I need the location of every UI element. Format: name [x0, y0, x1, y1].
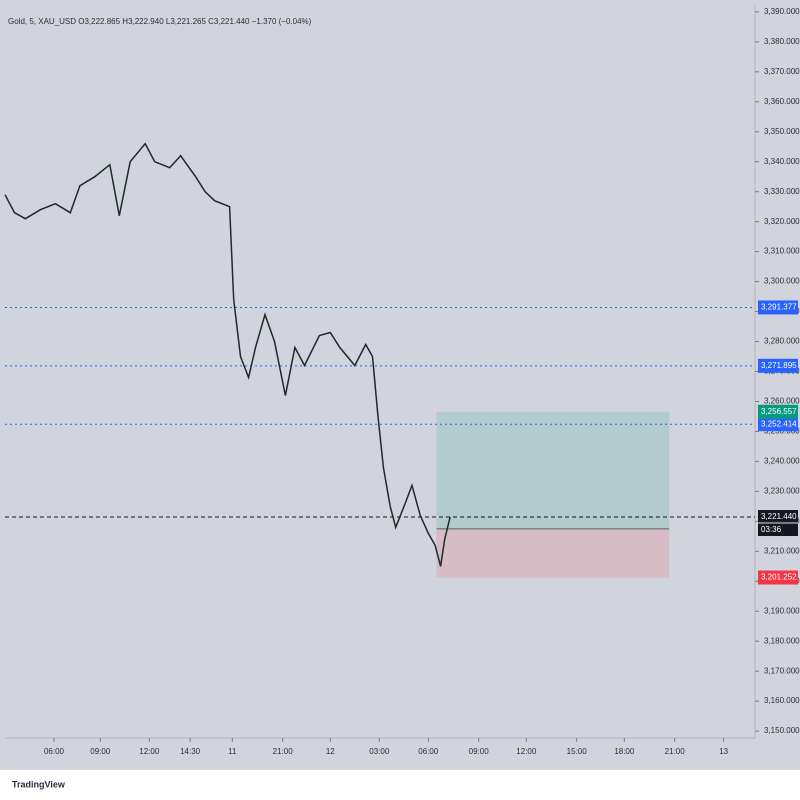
x-tick-label: 06:00: [44, 747, 65, 756]
position-loss-zone: [436, 528, 670, 578]
y-tick-label: 3,210.000: [764, 546, 800, 555]
y-tick-label: 3,240.000: [764, 457, 800, 466]
price-line-series: [4, 142, 451, 567]
y-tick-label: 3,330.000: [764, 187, 800, 196]
price-tag-bg: [758, 358, 798, 373]
x-tick-label: 09:00: [469, 747, 490, 756]
price-tag-bg: [758, 300, 798, 315]
y-tick-label: 3,370.000: [764, 67, 800, 76]
y-tick-label: 3,390.000: [764, 7, 800, 16]
x-tick-label: 12: [326, 747, 335, 756]
footer-logo: TradingView: [12, 779, 66, 789]
y-tick-label: 3,300.000: [764, 277, 800, 286]
y-tick-label: 3,360.000: [764, 97, 800, 106]
target-tag-bg: [758, 404, 798, 419]
price-tag: 3,252.414: [761, 419, 797, 428]
y-tick-label: 3,170.000: [764, 666, 800, 675]
y-tick-label: 3,160.000: [764, 696, 800, 705]
y-tick-label: 3,280.000: [764, 337, 800, 346]
y-tick-label: 3,380.000: [764, 37, 800, 46]
x-tick-label: 18:00: [614, 747, 635, 756]
y-tick-label: 3,320.000: [764, 217, 800, 226]
x-tick-label: 13: [719, 747, 728, 756]
y-tick-label: 3,260.000: [764, 397, 800, 406]
y-tick-label: 3,150.000: [764, 726, 800, 735]
stop-tag: 3,201.252: [761, 573, 797, 582]
background: [0, 0, 800, 770]
price-tag: 3,221.440: [761, 512, 797, 521]
x-tick-label: 21:00: [273, 747, 294, 756]
x-tick-label: 21:00: [665, 747, 686, 756]
y-tick-label: 3,190.000: [764, 606, 800, 615]
y-tick-label: 3,350.000: [764, 127, 800, 136]
price-tag-bg: [758, 510, 798, 525]
y-tick-label: 3,340.000: [764, 157, 800, 166]
x-tick-label: 09:00: [90, 747, 111, 756]
x-tick-label: 14:30: [180, 747, 201, 756]
y-tick-label: 3,180.000: [764, 636, 800, 645]
target-tag: 3,256.557: [761, 407, 797, 416]
countdown-bg: [758, 524, 798, 537]
x-tick-label: 06:00: [418, 747, 439, 756]
stop-tag-bg: [758, 570, 798, 585]
price-tag: 3,291.377: [761, 303, 797, 312]
x-tick-label: 12:00: [516, 747, 537, 756]
x-tick-label: 12:00: [139, 747, 160, 756]
x-tick-label: 11: [228, 747, 237, 756]
position-profit-zone: [436, 411, 670, 529]
y-tick-label: 3,230.000: [764, 486, 800, 495]
price-tag: 3,271.895: [761, 361, 797, 370]
x-tick-label: 03:00: [369, 747, 390, 756]
y-tick-label: 3,310.000: [764, 247, 800, 256]
price-tag-bg: [758, 417, 798, 432]
x-tick-label: 15:00: [567, 747, 588, 756]
countdown: 03:36: [761, 525, 782, 534]
symbol-header: Gold, 5, XAU_USD O3,222.865 H3,222.940 L…: [8, 17, 312, 26]
